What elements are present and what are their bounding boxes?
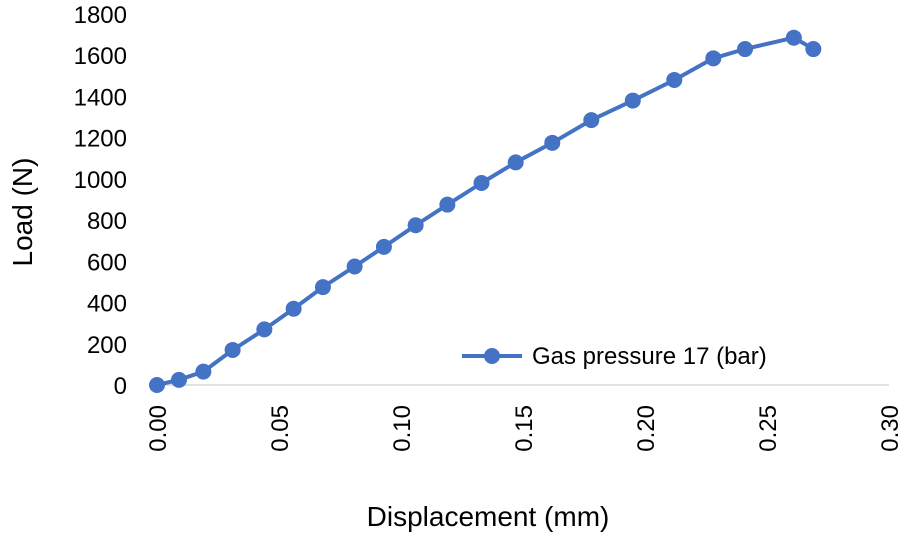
y-tick-label: 1800: [74, 2, 127, 29]
data-point: [285, 300, 302, 317]
y-tick-label: 0: [114, 373, 127, 400]
data-point: [314, 279, 331, 296]
x-tick-label: 0.20: [633, 405, 660, 452]
data-point: [785, 29, 802, 46]
data-point: [256, 321, 273, 338]
y-tick-label: 1000: [74, 167, 127, 194]
y-tick-label: 1400: [74, 84, 127, 111]
legend-marker-swatch: [484, 348, 500, 364]
data-point: [473, 175, 490, 192]
data-point: [195, 363, 212, 380]
x-tick-label: 0.10: [389, 405, 416, 452]
data-point: [544, 134, 561, 151]
data-point: [407, 217, 424, 234]
y-tick-label: 1200: [74, 126, 127, 153]
y-tick-label: 200: [87, 332, 127, 359]
data-point: [224, 341, 241, 358]
legend: Gas pressure 17 (bar): [462, 343, 767, 370]
y-tick-label: 600: [87, 249, 127, 276]
data-point: [375, 238, 392, 255]
y-axis-title: Load (N): [7, 158, 38, 267]
data-point: [705, 50, 722, 67]
x-tick-label: 0.30: [877, 405, 904, 452]
data-point: [170, 371, 187, 388]
data-point: [583, 112, 600, 129]
data-point: [507, 154, 524, 171]
y-axis-ticks: 0 200 400 600 800 1000 1200 1400 1600 1800: [74, 2, 127, 400]
data-point: [805, 41, 822, 58]
data-point: [439, 196, 456, 213]
data-point: [346, 258, 363, 275]
x-tick-label: 0.15: [511, 405, 538, 452]
x-tick-label: 0.05: [267, 405, 294, 452]
series-line: [156, 35, 815, 387]
legend-label: Gas pressure 17 (bar): [532, 343, 767, 370]
data-point: [737, 41, 754, 58]
y-tick-label: 800: [87, 208, 127, 235]
x-axis-ticks: 0.00 0.05 0.10 0.15 0.20 0.25 0.30: [145, 405, 904, 452]
x-tick-label: 0.25: [755, 405, 782, 452]
data-point: [149, 377, 165, 393]
y-tick-label: 1600: [74, 43, 127, 70]
x-axis-title: Displacement (mm): [367, 501, 610, 532]
data-point: [624, 92, 641, 109]
y-tick-label: 400: [87, 291, 127, 318]
series-layer: [149, 29, 822, 393]
data-point: [666, 71, 683, 88]
x-tick-label: 0.00: [145, 405, 172, 452]
